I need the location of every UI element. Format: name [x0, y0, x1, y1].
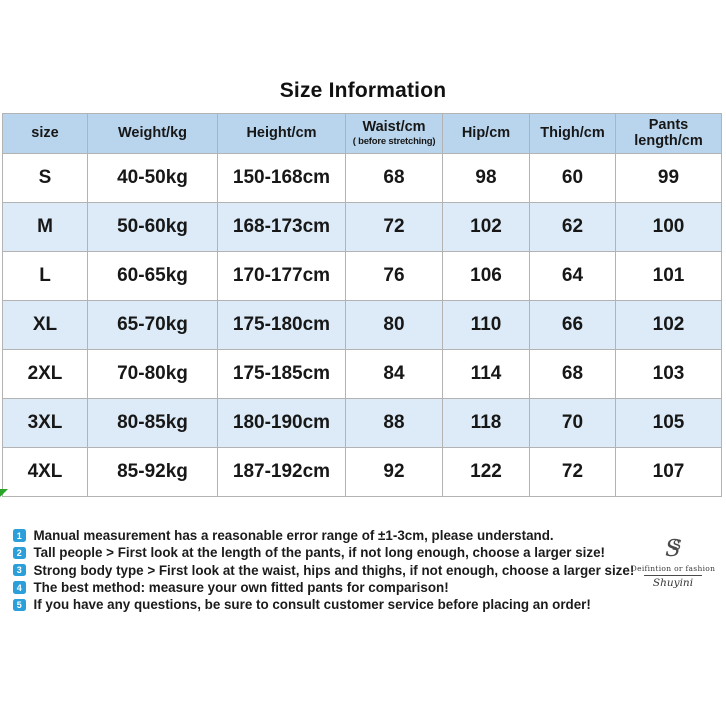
note-text: Manual measurement has a reasonable erro…: [33, 528, 554, 544]
table-row: 4XL 85-92kg 187-192cm 92 122 72 107: [2, 447, 722, 497]
table-cell: 4XL: [2, 447, 88, 497]
note-item: 1 Manual measurement has a reasonable err…: [13, 527, 719, 544]
table-cell: 76: [345, 251, 443, 301]
notes-list: 1 Manual measurement has a reasonable err…: [13, 527, 719, 613]
table-cell: 168-173cm: [217, 202, 346, 252]
table-cell: 106: [442, 251, 530, 301]
table-cell: 70: [529, 398, 616, 448]
table-cell: 100: [615, 202, 722, 252]
table-cell: 88: [345, 398, 443, 448]
table-cell: 170-177cm: [217, 251, 346, 301]
note-item: 3 Strong body type > First look at the wa…: [13, 562, 719, 579]
table-cell: L: [2, 251, 88, 301]
table-cell: 122: [442, 447, 530, 497]
table-row: 2XL 70-80kg 175-185cm 84 114 68 103: [2, 349, 722, 399]
table-cell: 3XL: [2, 398, 88, 448]
table-cell: S: [2, 153, 88, 203]
table-cell: 70-80kg: [87, 349, 218, 399]
table-cell: 110: [442, 300, 530, 350]
note-text: Strong body type > First look at the wai…: [33, 562, 635, 578]
table-cell: 98: [442, 153, 530, 203]
table-cell: 72: [345, 202, 443, 252]
table-cell: 68: [345, 153, 443, 203]
table-cell: 107: [615, 447, 722, 497]
table-row: 3XL 80-85kg 180-190cm 88 118 70 105: [2, 398, 722, 448]
table-cell: 92: [345, 447, 443, 497]
table-cell: 102: [615, 300, 722, 350]
monogram-letter: S: [665, 536, 681, 562]
table-cell: 40-50kg: [87, 153, 218, 203]
table-cell: 80-85kg: [87, 398, 218, 448]
table-cell: 105: [615, 398, 722, 448]
table-cell: 103: [615, 349, 722, 399]
table-cell: 62: [529, 202, 616, 252]
table-row: S 40-50kg 150-168cm 68 98 60 99: [2, 153, 722, 203]
note-item: 2 Tall people > First look at the length …: [13, 544, 719, 561]
note-text: Tall people > First look at the length o…: [33, 545, 606, 561]
brand-tagline: Deifintion or fashion: [630, 564, 716, 573]
note-item: 4 The best method: measure your own fitte…: [13, 579, 719, 596]
note-item: 5 If you have any questions, be sure to c…: [13, 596, 719, 613]
size-table: size Weight/kg Height/cm Waist/cm( before s…: [2, 113, 722, 497]
table-cell: 180-190cm: [217, 398, 346, 448]
table-cell: M: [2, 202, 88, 252]
table-cell: 84: [345, 349, 443, 399]
brand-monogram-icon: S S: [627, 536, 719, 563]
table-cell: 175-180cm: [217, 300, 346, 350]
table-cell: 60-65kg: [87, 251, 218, 301]
table-cell: 2XL: [2, 349, 88, 399]
monogram-letter-small: S: [672, 538, 682, 554]
column-header: Waist/cm( before stretching): [345, 113, 443, 154]
page-title: Size Information: [279, 79, 447, 102]
note-number-badge: 4: [13, 581, 26, 594]
note-number-badge: 3: [13, 563, 26, 577]
note-number-badge: 1: [13, 529, 26, 542]
table-cell: 187-192cm: [217, 447, 346, 497]
table-cell: 150-168cm: [217, 153, 346, 203]
table-cell: 118: [442, 398, 530, 448]
column-header: Pants length/cm: [615, 113, 722, 154]
table-cell: 64: [529, 251, 616, 301]
table-row: XL 65-70kg 175-180cm 80 110 66 102: [2, 300, 722, 350]
table-cell: 102: [442, 202, 530, 252]
table-cell: 65-70kg: [87, 300, 218, 350]
table-cell: 50-60kg: [87, 202, 218, 252]
table-row: M 50-60kg 168-173cm 72 102 62 100: [2, 202, 722, 252]
brand-signature: Shuyini: [643, 575, 703, 589]
brand-logo: S S Deifintion or fashion Shuyini: [627, 536, 719, 591]
note-text: The best method: measure your own fitted…: [33, 580, 449, 596]
table-cell: 68: [529, 349, 616, 399]
table-cell: 114: [442, 349, 530, 399]
table-cell: 66: [529, 300, 616, 350]
size-table-body: S 40-50kg 150-168cm 68 98 60 99 M 50-60kg 168-173…: [2, 153, 722, 497]
column-header: Thigh/cm: [529, 113, 616, 154]
note-text: If you have any questions, be sure to co…: [33, 597, 591, 613]
table-cell: 101: [615, 251, 722, 301]
column-header: Weight/kg: [87, 113, 218, 154]
table-cell: 85-92kg: [87, 447, 218, 497]
column-header: size: [2, 113, 88, 154]
note-number-badge: 5: [13, 598, 26, 612]
column-header: Height/cm: [217, 113, 346, 154]
table-cell: 60: [529, 153, 616, 203]
table-cell: 175-185cm: [217, 349, 346, 399]
green-corner-marker: [0, 489, 8, 497]
column-header: Hip/cm: [442, 113, 530, 154]
table-row: L 60-65kg 170-177cm 76 106 64 101: [2, 251, 722, 301]
table-cell: 80: [345, 300, 443, 350]
table-cell: 99: [615, 153, 722, 203]
note-number-badge: 2: [13, 546, 26, 560]
table-header-row: size Weight/kg Height/cm Waist/cm( before s…: [2, 113, 722, 154]
table-cell: XL: [2, 300, 88, 350]
table-cell: 72: [529, 447, 616, 497]
